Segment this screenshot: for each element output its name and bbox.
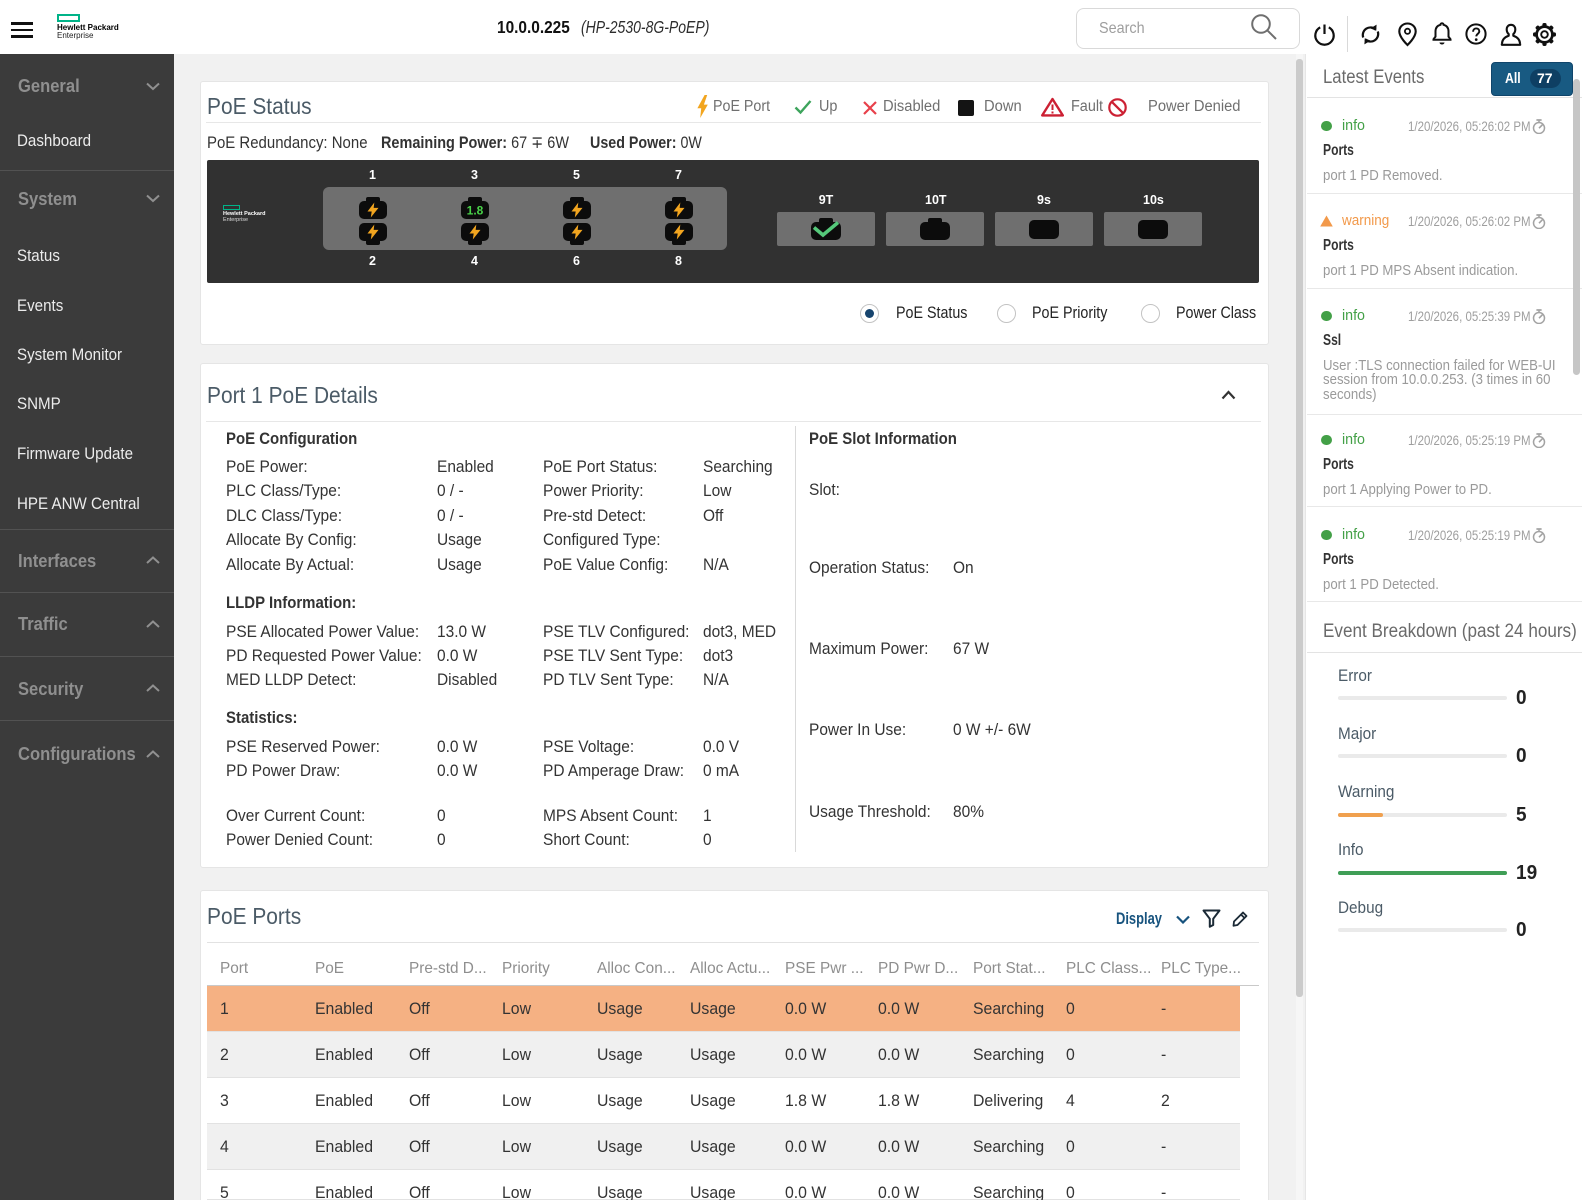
svg-text:1.8: 1.8 — [467, 204, 484, 218]
